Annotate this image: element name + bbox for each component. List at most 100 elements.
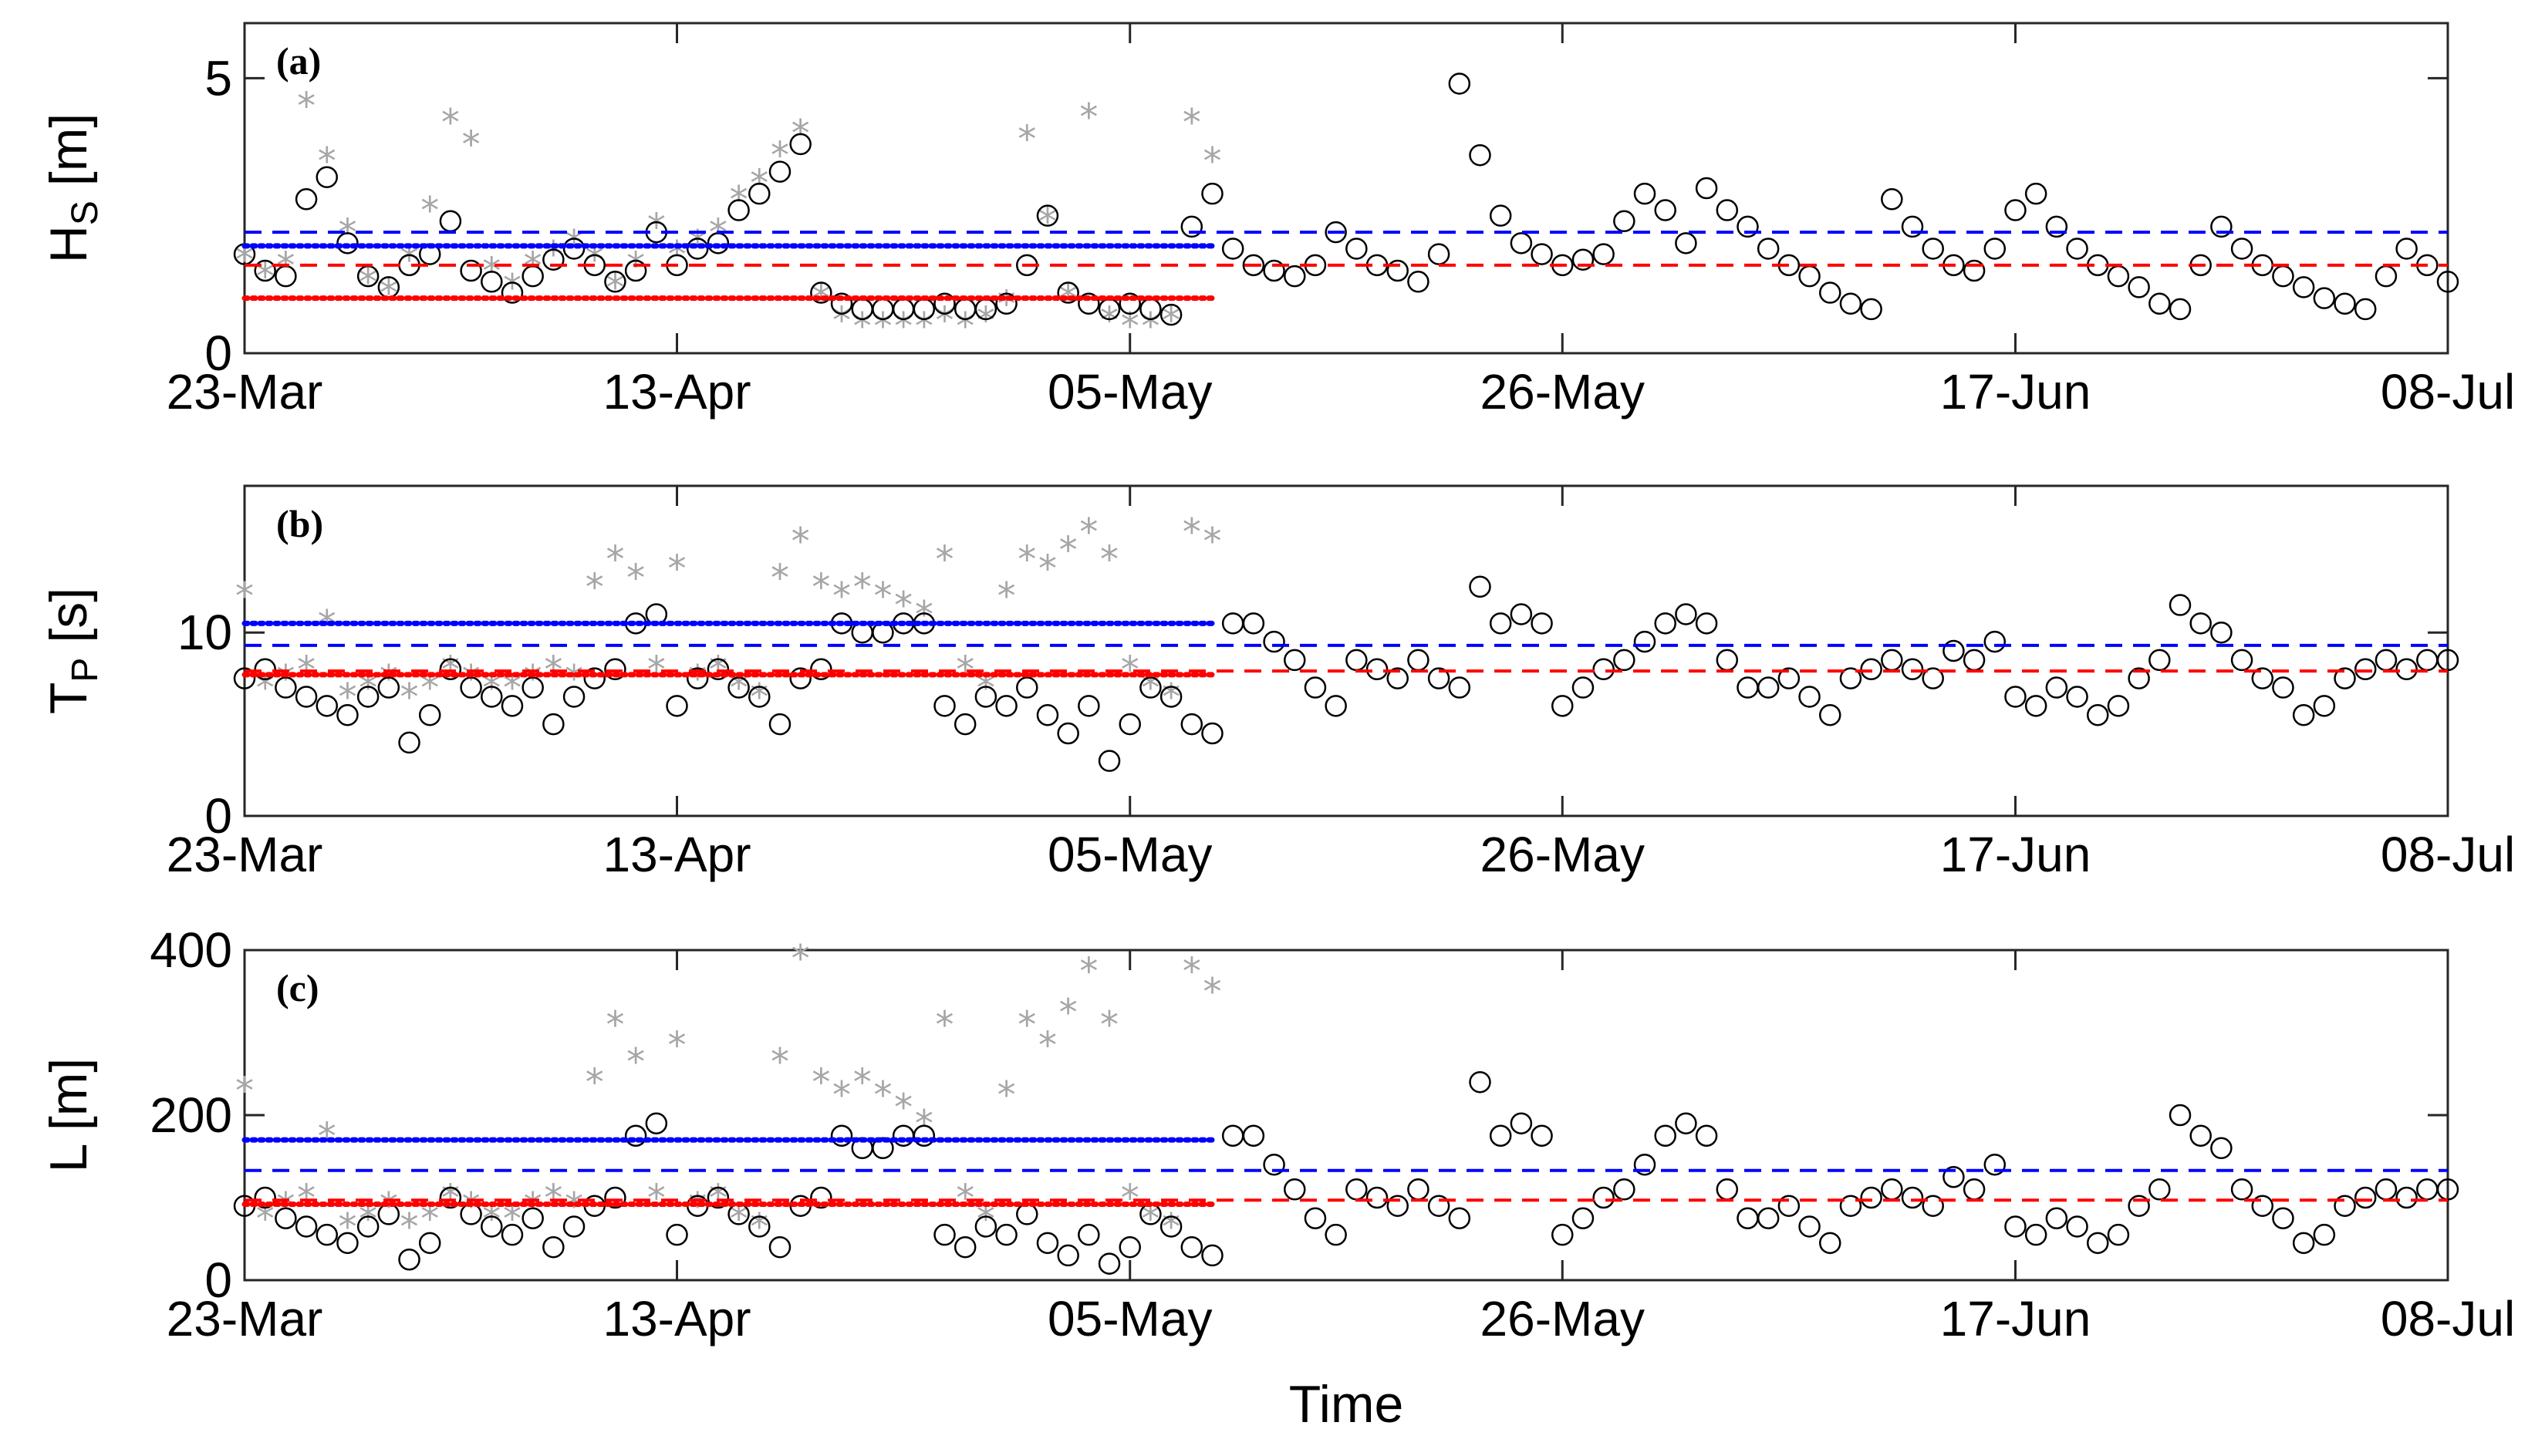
panel-b-observed-point — [1531, 612, 1553, 635]
panel-b-model-point: * — [812, 566, 830, 609]
panel-a-observed-point — [1716, 199, 1739, 221]
panel-c-observed-point — [2128, 1195, 2150, 1217]
panel-a-observed-point — [995, 292, 1018, 315]
panel-a-model-point: * — [977, 299, 995, 342]
panel-c-observed-point — [2169, 1104, 2192, 1127]
panel-c-observed-point — [1263, 1153, 1285, 1176]
panel-a-model-point: * — [1183, 101, 1201, 144]
panel-b-ylabel-main: T — [39, 682, 98, 715]
panel-b-observed-point — [295, 686, 318, 708]
panel-b-observed-point — [1983, 630, 2007, 653]
panel-c-model-point: * — [812, 1061, 830, 1104]
panel-b-ytick-label: 0 — [204, 788, 232, 844]
panel-a-model-point: * — [1203, 140, 1222, 183]
panel-b-observed-point — [501, 695, 524, 717]
panel-c-ylabel-main: L — [39, 1144, 98, 1172]
panel-c-observed-point — [666, 1223, 688, 1246]
panel-c-observed-point — [2230, 1178, 2253, 1201]
panel-b-model-point: * — [792, 520, 810, 563]
panel-c-xtick-label: 08-Jul — [2381, 1291, 2515, 1346]
panel-a-observed-point — [254, 259, 276, 282]
panel-b-marks: ** * * * * * * * * * * *** **** * **** * * * * *** *** * * *** *… — [233, 511, 2459, 772]
panel-c-observed-point — [418, 1232, 441, 1255]
panel-c-observed-point — [2395, 1186, 2418, 1209]
panel-a-observed-point — [2066, 238, 2088, 260]
panel-b-model-point: * — [338, 676, 356, 719]
panel-a-observed-point — [1057, 281, 1079, 304]
panel-a: (a) * ***** ****** ** * **** ** **** * * * * * * * ****… — [39, 22, 2515, 420]
panel-a-yticks: 05 — [204, 50, 2448, 381]
panel-b-observed-point — [2395, 658, 2418, 681]
panel-b-observed-point — [954, 713, 977, 736]
panel-c-observed-point — [768, 1235, 792, 1259]
panel-c-model-point: * — [750, 1205, 768, 1249]
panel-b-model-point: * — [873, 575, 892, 618]
panel-c-ytick-label: 400 — [150, 922, 232, 978]
panel-c-observed-point — [810, 1186, 832, 1209]
panel-a-marks: * ***** ****** ** * **** ** **** * * * * * * * ***** * * *… — [233, 72, 2459, 348]
panel-b-observed-point — [789, 667, 812, 689]
panel-a-observed-point — [336, 232, 359, 254]
panel-c-model-point: * — [832, 1073, 851, 1117]
panel-c-observed-point — [2066, 1215, 2088, 1238]
panel-b-observed-point — [1221, 612, 1244, 635]
panel-c-ylabel: L [m] — [39, 1058, 98, 1173]
panel-c-observed-point — [2004, 1215, 2027, 1238]
panel-b-observed-point — [1098, 750, 1121, 772]
panel-a-observed-point — [2292, 276, 2315, 298]
panel-a-observed-point — [1757, 238, 1780, 260]
panel-a-observed-point — [1078, 292, 1100, 315]
panel-b-observed-point — [1654, 612, 1676, 635]
panel-a-observed-point — [1407, 271, 1429, 293]
panel-c-observed-point — [2292, 1232, 2315, 1255]
panel-b-observed-point — [1777, 667, 1801, 689]
panel-c-model-point: * — [1059, 991, 1078, 1034]
panel-b-observed-point — [1386, 667, 1409, 689]
panel-a-ylabel-sub: S — [65, 201, 106, 225]
panel-b-model-point: * — [400, 676, 419, 719]
panel-b-model-point: * — [853, 566, 872, 609]
panel-b-observed-point — [1242, 612, 1265, 635]
panel-a-observed-point — [460, 259, 482, 282]
panel-c-observed-point — [2334, 1195, 2356, 1217]
panel-c-observed-point — [954, 1235, 977, 1259]
panel-a-observed-point — [542, 248, 565, 271]
panel-c-observed-point — [2024, 1223, 2047, 1246]
panel-b-observed-point — [2189, 612, 2212, 635]
panel-b-observed-point — [748, 686, 771, 708]
panel-a-observed-point — [1427, 243, 1450, 265]
panel-b-observed-point — [1963, 649, 1986, 672]
panel-b-ylabel-sub: P — [65, 658, 106, 682]
panel-c-observed-point — [2189, 1124, 2212, 1147]
panel-c-ylabel-unit: [m] — [39, 1058, 98, 1131]
panel-b-observed-point — [1139, 676, 1162, 699]
panel-b-observed-point — [2416, 649, 2439, 672]
panel-a-observed-point — [1881, 188, 1903, 211]
panel-c-tag: (c) — [276, 966, 319, 1009]
panel-b-observed-point — [810, 658, 832, 681]
panel-c-model-point: * — [853, 1061, 872, 1104]
panel-b-observed-point — [1922, 667, 1944, 689]
panel-a-model-point: * — [771, 134, 789, 177]
panel-c-observed-point — [542, 1235, 565, 1259]
panel-b-observed-point — [1489, 612, 1512, 635]
x-axis-title: Time — [1289, 1375, 1404, 1434]
panel-a-observed-point — [1922, 238, 1944, 260]
panel-a-observed-point — [2024, 182, 2047, 205]
panel-b-xtick-label: 08-Jul — [2381, 827, 2515, 882]
panel-c-observed-point — [913, 1124, 936, 1147]
panel-c-model-point: * — [647, 1177, 666, 1220]
panel-a-observed-point — [624, 259, 647, 282]
panel-c-model-point: * — [936, 1003, 954, 1046]
panel-c-ytick-label: 0 — [204, 1252, 232, 1308]
panel-b-observed-point — [1675, 603, 1697, 625]
panel-b-observed-point — [1078, 695, 1100, 717]
panel-c-xtick-label: 17-Jun — [1940, 1291, 2091, 1346]
panel-a-observed-point — [481, 271, 503, 293]
panel-a-observed-point — [2169, 298, 2192, 321]
panel-b-observed-point — [521, 676, 544, 699]
panel-a-observed-point — [1510, 232, 1533, 254]
panel-b-observed-point — [1571, 676, 1595, 699]
panel-b-observed-point — [1695, 612, 1718, 635]
panel-b-ytick-label: 10 — [177, 605, 232, 660]
